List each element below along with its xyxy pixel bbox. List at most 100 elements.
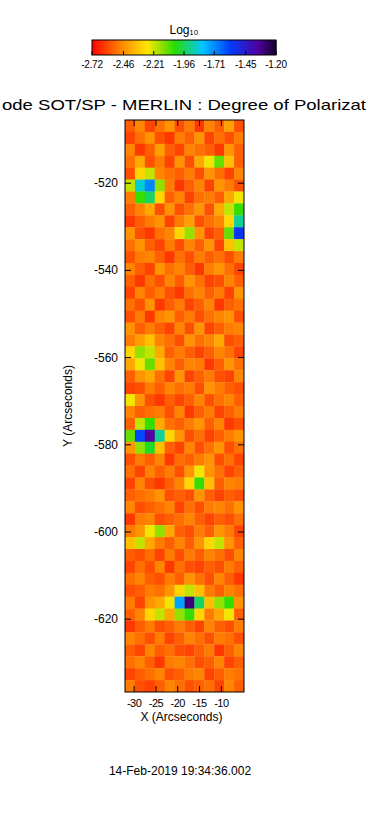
cell bbox=[204, 430, 214, 442]
cell bbox=[135, 430, 145, 442]
colorbar-swatch bbox=[229, 40, 231, 55]
x-tick bbox=[199, 120, 200, 126]
colorbar-swatch bbox=[217, 40, 219, 55]
colorbar-swatch bbox=[267, 40, 269, 55]
cell bbox=[234, 132, 244, 144]
cell bbox=[224, 525, 234, 537]
colorbar-swatch bbox=[94, 40, 96, 55]
cell bbox=[194, 239, 204, 251]
cell bbox=[125, 418, 135, 430]
title: ode SOT/SP - MERLIN : Degree of Polariza… bbox=[2, 96, 367, 113]
colorbar-swatch bbox=[198, 40, 200, 55]
cell bbox=[165, 430, 175, 442]
cell bbox=[194, 287, 204, 299]
cell bbox=[125, 120, 135, 132]
cell bbox=[155, 585, 165, 597]
colorbar-swatch bbox=[231, 40, 233, 55]
cell bbox=[194, 192, 204, 204]
colorbar-tick-label: -2.46 bbox=[113, 59, 135, 70]
cell bbox=[165, 597, 175, 609]
cell bbox=[125, 537, 135, 549]
cell bbox=[155, 537, 165, 549]
cell bbox=[204, 215, 214, 227]
chart: -520-540-560-580-600-620-30-25-20-15-10X… bbox=[0, 0, 368, 816]
cell bbox=[165, 644, 175, 656]
colorbar-swatch bbox=[255, 40, 257, 55]
cell bbox=[234, 192, 244, 204]
cell bbox=[214, 251, 224, 263]
cell bbox=[234, 489, 244, 501]
cell bbox=[175, 621, 185, 633]
cell bbox=[145, 346, 155, 358]
colorbar-frame bbox=[92, 40, 276, 55]
colorbar-swatch bbox=[126, 40, 128, 55]
cell bbox=[234, 549, 244, 561]
y-tick bbox=[125, 444, 131, 445]
colorbar-swatch bbox=[165, 40, 167, 55]
colorbar-swatch bbox=[239, 40, 241, 55]
cell bbox=[125, 585, 135, 597]
cell bbox=[175, 251, 185, 263]
colorbar-swatch bbox=[205, 40, 207, 55]
colorbar-swatch bbox=[120, 40, 122, 55]
cell bbox=[234, 299, 244, 311]
colorbar-swatch bbox=[260, 40, 262, 55]
cell bbox=[185, 668, 195, 680]
y-tick-label: -560 bbox=[94, 351, 118, 365]
cell bbox=[155, 215, 165, 227]
cell bbox=[234, 346, 244, 358]
cell bbox=[165, 168, 175, 180]
cell bbox=[204, 120, 214, 132]
cell bbox=[234, 466, 244, 478]
cell bbox=[194, 215, 204, 227]
cell bbox=[185, 549, 195, 561]
cell bbox=[224, 346, 234, 358]
cell bbox=[214, 680, 224, 692]
colorbar-swatch bbox=[158, 40, 160, 55]
cell bbox=[125, 394, 135, 406]
cell bbox=[145, 656, 155, 668]
colorbar-swatch bbox=[264, 40, 266, 55]
cell bbox=[145, 501, 155, 513]
cell bbox=[224, 203, 234, 215]
cell bbox=[224, 597, 234, 609]
colorbar-swatch bbox=[98, 40, 100, 55]
colorbar-swatch bbox=[169, 40, 171, 55]
cell bbox=[214, 156, 224, 168]
colorbar-swatch bbox=[207, 40, 209, 55]
cell bbox=[145, 180, 155, 192]
colorbar-tick-label: -2.72 bbox=[81, 59, 103, 70]
cell bbox=[175, 215, 185, 227]
cell bbox=[234, 644, 244, 656]
cell bbox=[125, 668, 135, 680]
cell bbox=[234, 585, 244, 597]
colorbar-swatch bbox=[262, 40, 264, 55]
cell bbox=[155, 299, 165, 311]
cell bbox=[125, 466, 135, 478]
x-tick bbox=[134, 120, 135, 126]
cell bbox=[145, 585, 155, 597]
colorbar-swatch bbox=[189, 40, 191, 55]
cell bbox=[204, 323, 214, 335]
cell bbox=[224, 621, 234, 633]
x-tick bbox=[177, 120, 178, 126]
cell bbox=[214, 632, 224, 644]
cell bbox=[125, 180, 135, 192]
cell bbox=[185, 525, 195, 537]
cell bbox=[135, 466, 145, 478]
cell bbox=[145, 549, 155, 561]
cell bbox=[175, 573, 185, 585]
cell bbox=[155, 263, 165, 275]
cell bbox=[185, 680, 195, 692]
colorbar-swatch bbox=[135, 40, 137, 55]
colorbar-swatch bbox=[247, 40, 249, 55]
cell bbox=[175, 442, 185, 454]
colorbar bbox=[92, 40, 277, 55]
cell bbox=[165, 406, 175, 418]
cell bbox=[135, 132, 145, 144]
colorbar-swatch bbox=[273, 40, 275, 55]
cell bbox=[135, 192, 145, 204]
cell bbox=[165, 621, 175, 633]
colorbar-swatch bbox=[173, 40, 175, 55]
colorbar-swatch bbox=[93, 40, 95, 55]
